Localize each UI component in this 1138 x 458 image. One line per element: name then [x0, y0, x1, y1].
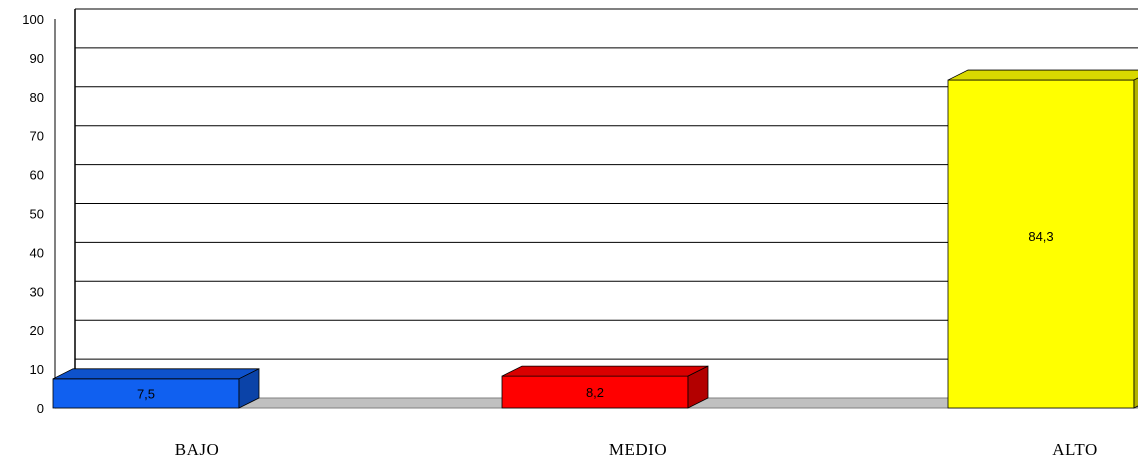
bar-side-face: [238, 368, 260, 409]
bar-top-face: [947, 69, 1138, 81]
bar-front-face: [501, 375, 689, 409]
y-axis: [54, 9, 76, 409]
gridlines: [75, 8, 1138, 399]
y-tick-label: 60: [30, 168, 44, 183]
category-label: MEDIO: [609, 440, 667, 458]
category-label: ALTO: [1052, 440, 1097, 458]
bar-value-label: 8,2: [586, 385, 604, 400]
y-tick-label: 10: [30, 362, 44, 377]
category-labels: BAJO MEDIO ALTO: [175, 440, 1097, 458]
bar-value-label: 7,5: [137, 386, 155, 401]
y-tick-label: 0: [37, 401, 44, 416]
bar-side-face: [687, 365, 709, 409]
y-tick-label: 100: [22, 12, 44, 27]
category-label: BAJO: [175, 440, 220, 458]
bar-medio: [501, 365, 709, 409]
bar-alto: [947, 69, 1138, 409]
y-tick-labels: 0 10 20 30 40 50 60 70 80 90 100: [22, 12, 44, 416]
bar-bajo: [52, 368, 260, 409]
bar-top-face: [52, 368, 260, 380]
bar-top-face: [501, 365, 709, 377]
y-tick-label: 90: [30, 51, 44, 66]
bars: [52, 69, 1138, 409]
y-tick-label: 40: [30, 245, 44, 260]
bar-side-face: [1133, 77, 1138, 409]
bar-value-label: 84,3: [1028, 229, 1053, 244]
y-tick-label: 80: [30, 90, 44, 105]
y-tick-label: 20: [30, 323, 44, 338]
bar-front-face: [947, 79, 1135, 409]
value-labels: 7,5 8,2 84,3: [137, 229, 1054, 401]
y-tick-label: 70: [30, 129, 44, 144]
y-tick-label: 30: [30, 284, 44, 299]
y-tick-label: 50: [30, 207, 44, 222]
